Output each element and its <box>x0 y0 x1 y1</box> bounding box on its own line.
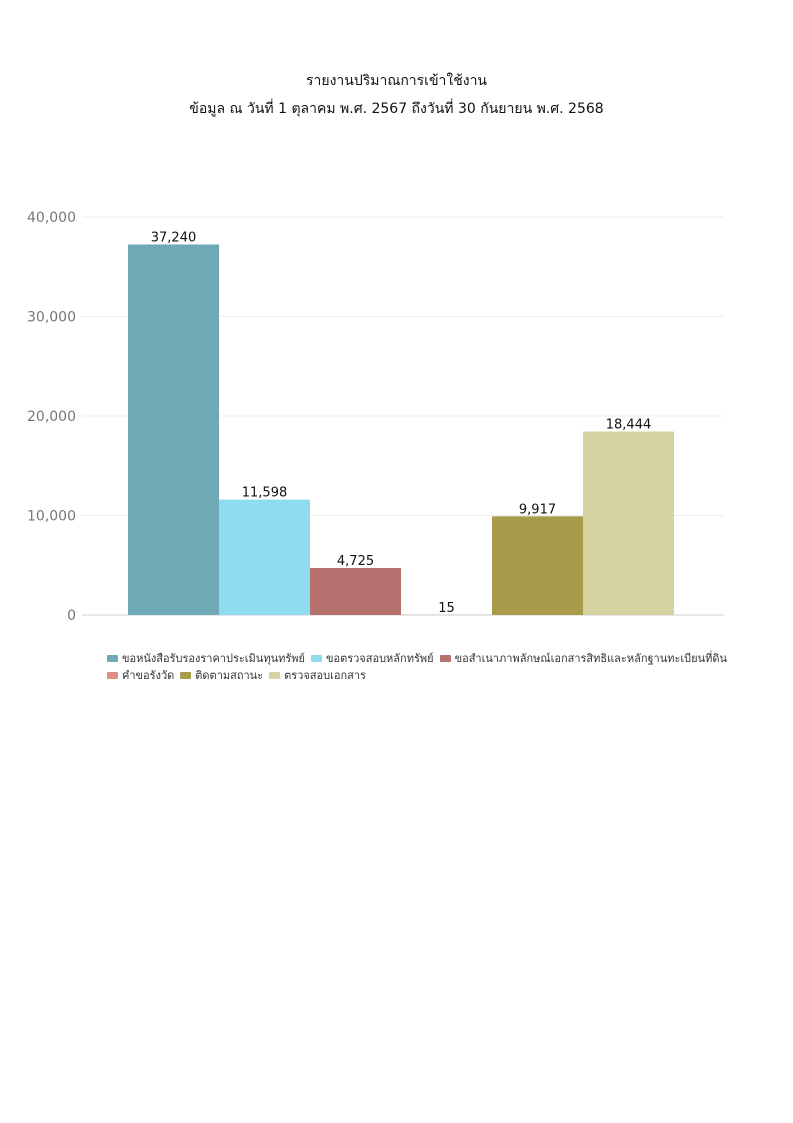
legend-label: ขอหนังสือรับรองราคาประเมินทุนทรัพย์ <box>122 652 305 665</box>
legend: ขอหนังสือรับรองราคาประเมินทุนทรัพย์ ขอตรว… <box>107 650 747 684</box>
y-tick-label: 30,000 <box>27 310 76 326</box>
bars <box>128 244 674 615</box>
legend-label: ขอสำเนาภาพลักษณ์เอกสารสิทธิและหลักฐานทะเ… <box>454 652 728 665</box>
legend-item: คำขอรังวัด <box>107 667 174 684</box>
data-label: 15 <box>438 601 455 616</box>
y-tick-label: 40,000 <box>27 210 76 226</box>
data-labels: 37,240 11,598 4,725 15 9,917 18,444 <box>151 230 652 615</box>
y-tick-label: 20,000 <box>27 409 76 425</box>
data-label: 37,240 <box>151 230 197 245</box>
legend-label: ขอตรวจสอบหลักทรัพย์ <box>325 652 434 665</box>
legend-item: ตรวจสอบเอกสาร <box>269 667 366 684</box>
legend-swatch <box>439 655 451 662</box>
bar <box>492 516 583 615</box>
data-label: 18,444 <box>606 417 652 432</box>
y-tick-label: 0 <box>67 608 76 624</box>
bar <box>128 244 219 615</box>
legend-label: คำขอรังวัด <box>122 669 175 682</box>
legend-item: ขอสำเนาภาพลักษณ์เอกสารสิทธิและหลักฐานทะเ… <box>439 650 728 667</box>
legend-label: ตรวจสอบเอกสาร <box>284 669 366 682</box>
bar-chart: 0 10,000 20,000 30,000 40,000 37,240 11,598 4,… <box>27 210 724 624</box>
legend-item: ขอหนังสือรับรองราคาประเมินทุนทรัพย์ <box>107 650 305 667</box>
data-label: 9,917 <box>519 502 556 517</box>
legend-swatch <box>269 672 281 679</box>
data-label: 4,725 <box>337 554 374 569</box>
bar <box>219 499 310 615</box>
legend-swatch <box>180 672 192 679</box>
legend-swatch <box>107 672 118 679</box>
legend-item: ขอตรวจสอบหลักทรัพย์ <box>310 650 434 667</box>
legend-swatch <box>310 655 322 662</box>
legend-swatch <box>107 655 118 662</box>
page-title: รายงานปริมาณการเข้าใช้งาน <box>305 73 487 89</box>
bar <box>583 431 674 615</box>
legend-item: ติดตามสถานะ <box>180 667 263 684</box>
page-subtitle: ข้อมูล ณ วันที่ 1 ตุลาคม พ.ศ. 2567 ถึงวั… <box>189 101 604 117</box>
data-label: 11,598 <box>242 486 288 501</box>
legend-label: ติดตามสถานะ <box>195 669 264 682</box>
y-axis-ticks: 0 10,000 20,000 30,000 40,000 <box>27 210 76 624</box>
bar <box>310 567 401 615</box>
y-tick-label: 10,000 <box>27 509 76 525</box>
